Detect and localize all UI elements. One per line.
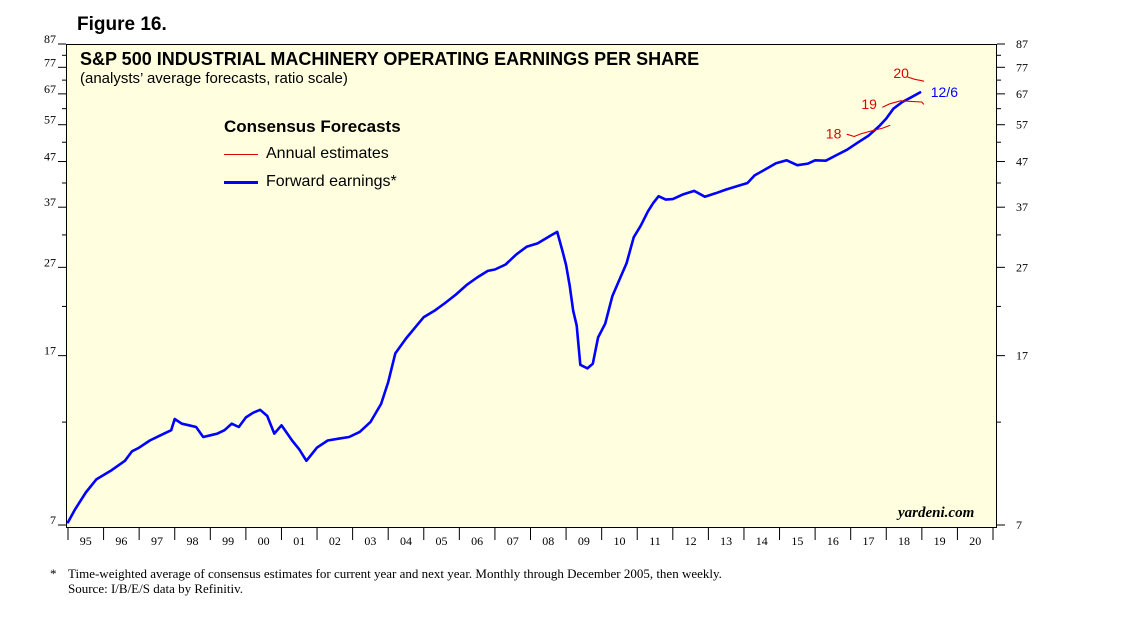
annotation-label: 12/6 — [931, 84, 958, 100]
x-tick-label: 18 — [898, 534, 910, 548]
legend-swatch-forward — [224, 180, 258, 184]
y-axis-left: 7 17 27 37 47 57 67 77 87 — [44, 32, 66, 527]
y-tick-label-left: 57 — [44, 113, 56, 127]
footnote-text: Time-weighted average of consensus estim… — [68, 566, 722, 581]
legend-item-forward: Forward earnings* — [224, 173, 397, 191]
y-tick-label-left: 27 — [44, 255, 56, 269]
y-tick-label-left: 47 — [44, 150, 56, 164]
y-tick-label-left: 87 — [44, 32, 56, 46]
x-tick-label: 07 — [507, 534, 519, 548]
y-tick-label-left: 77 — [44, 55, 56, 69]
x-tick-label: 95 — [80, 534, 92, 548]
y-tick-label-right: 67 — [1016, 87, 1028, 101]
x-tick-label: 04 — [400, 534, 412, 548]
x-tick-label: 15 — [791, 534, 803, 548]
x-tick-label: 05 — [436, 534, 448, 548]
x-tick-label: 11 — [649, 534, 661, 548]
x-tick-label: 00 — [258, 534, 270, 548]
x-tick-label: 96 — [115, 534, 127, 548]
watermark: yardeni.com — [898, 505, 975, 521]
y-tick-label-right: 47 — [1016, 155, 1028, 169]
legend-label-annual: Annual estimates — [266, 145, 389, 162]
plot-area — [66, 44, 997, 528]
footnote-source: Source: I/B/E/S data by Refinitiv. — [68, 581, 243, 596]
y-tick-label-right: 7 — [1016, 518, 1022, 532]
x-tick-label: 01 — [293, 534, 305, 548]
y-tick-label-right: 17 — [1016, 349, 1028, 363]
annual-estimate-line-20 — [907, 76, 925, 82]
x-tick-label: 10 — [613, 534, 625, 548]
x-tick-label: 98 — [187, 534, 199, 548]
x-tick-label: 99 — [222, 534, 234, 548]
x-tick-label: 09 — [578, 534, 590, 548]
x-tick-label: 08 — [542, 534, 554, 548]
x-axis: 95 96 97 98 99 00 01 02 03 04 05 06 07 08 09 10 11 12 13 14… — [67, 528, 994, 548]
x-tick-label: 17 — [862, 534, 874, 548]
annotation-label: 18 — [826, 125, 842, 141]
figure-label: Figure 16. — [77, 14, 167, 35]
y-tick-label-left: 37 — [44, 195, 56, 209]
footnote-line-2: Source: I/B/E/S data by Refinitiv. — [50, 581, 722, 596]
y-tick-label-right: 27 — [1016, 260, 1028, 274]
x-tick-label: 19 — [934, 534, 946, 548]
annual-estimate-line-19 — [882, 100, 925, 108]
x-tick-label: 03 — [364, 534, 376, 548]
chart-title: S&P 500 INDUSTRIAL MACHINERY OPERATING E… — [80, 49, 700, 69]
annotation-label: 20 — [893, 65, 909, 81]
x-tick-label: 12 — [685, 534, 697, 548]
footnote-marker: * — [50, 566, 57, 581]
footnote: * Time-weighted average of consensus esti… — [50, 566, 722, 596]
footnote-line-1: * Time-weighted average of consensus esti… — [50, 566, 722, 581]
annotation-label: 19 — [861, 96, 877, 112]
y-tick-label-left: 7 — [50, 513, 56, 527]
y-tick-label-right: 37 — [1016, 200, 1028, 214]
chart-subtitle: (analysts’ average forecasts, ratio scal… — [80, 70, 348, 87]
x-tick-label: 13 — [720, 534, 732, 548]
x-tick-label: 97 — [151, 534, 163, 548]
annual-estimate-line-18 — [846, 124, 891, 138]
y-tick-label-left: 17 — [44, 344, 56, 358]
y-tick-label-right: 77 — [1016, 60, 1028, 74]
y-tick-label-right: 57 — [1016, 118, 1028, 132]
forward-earnings-line — [66, 91, 922, 524]
x-tick-label: 14 — [756, 534, 768, 548]
y-axis-right: 7 17 27 37 47 57 67 77 87 — [997, 37, 1028, 532]
x-tick-label: 02 — [329, 534, 341, 548]
legend-item-annual: Annual estimates — [224, 145, 389, 163]
y-tick-label-left: 67 — [44, 82, 56, 96]
legend-swatch-annual — [224, 153, 258, 155]
annotation-layer: 18 19 20 12/6 — [826, 65, 958, 141]
legend-label-forward: Forward earnings* — [266, 173, 397, 190]
x-tick-label: 16 — [827, 534, 839, 548]
legend-title: Consensus Forecasts — [224, 117, 401, 136]
x-tick-label: 20 — [969, 534, 981, 548]
x-tick-label: 06 — [471, 534, 483, 548]
series-layer — [66, 76, 925, 524]
y-tick-label-right: 87 — [1016, 37, 1028, 51]
